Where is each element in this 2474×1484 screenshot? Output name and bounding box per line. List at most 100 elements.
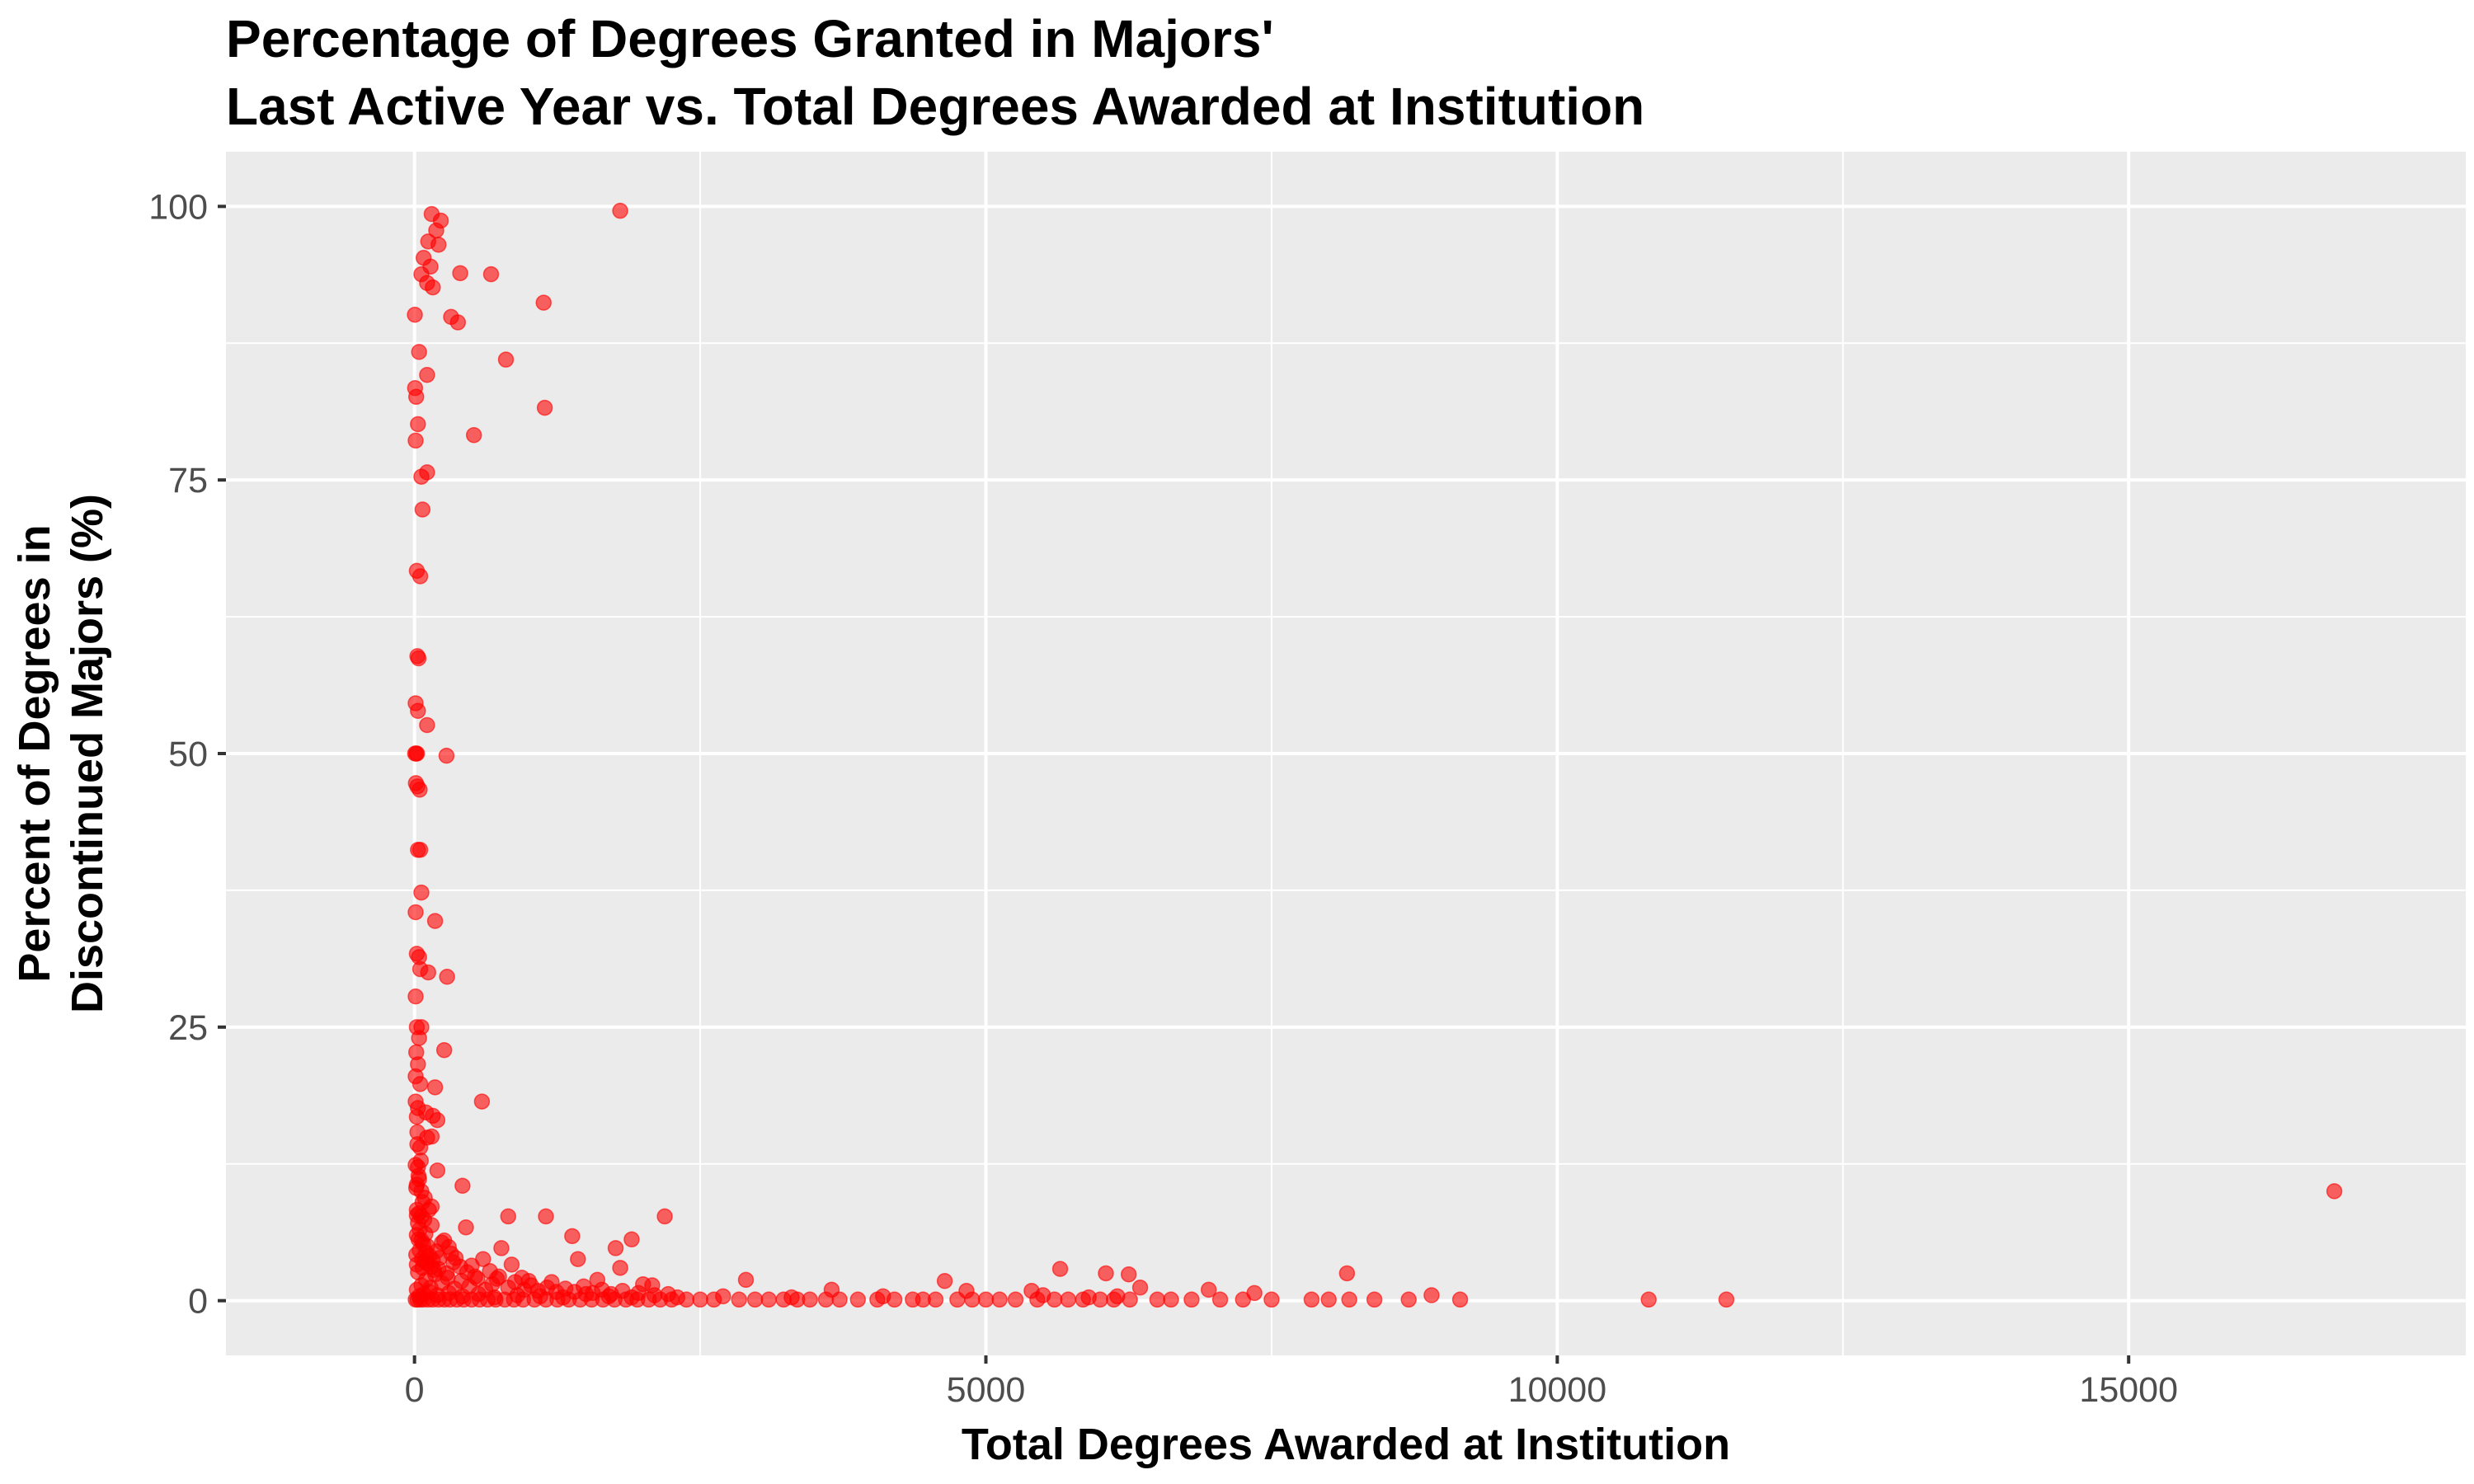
data-point	[407, 388, 425, 406]
y-tick-label: 75	[168, 461, 208, 500]
x-tick-label: 10000	[1508, 1370, 1607, 1410]
data-point	[408, 745, 426, 762]
data-point	[612, 202, 628, 219]
data-point	[817, 1291, 835, 1308]
data-point	[458, 1219, 474, 1236]
data-point	[408, 1108, 426, 1125]
data-point	[612, 1260, 628, 1276]
data-point	[426, 913, 444, 929]
data-point	[1051, 1261, 1069, 1277]
y-tick-label: 0	[188, 1282, 208, 1322]
data-point	[410, 702, 426, 719]
data-point	[635, 1275, 651, 1293]
data-point	[760, 1291, 777, 1308]
data-point	[435, 1041, 453, 1059]
data-point	[715, 1288, 731, 1305]
data-point	[410, 1231, 427, 1248]
data-point	[465, 427, 482, 444]
data-point	[831, 1291, 848, 1308]
data-point	[1338, 1265, 1356, 1282]
data-point	[412, 842, 429, 858]
data-point	[783, 1289, 800, 1306]
data-point	[1098, 1265, 1114, 1282]
data-point	[407, 432, 424, 449]
data-point	[454, 1177, 471, 1195]
data-point	[1341, 1291, 1357, 1308]
data-point	[1120, 1266, 1137, 1283]
data-point	[503, 1256, 520, 1273]
data-point	[1366, 1291, 1383, 1308]
data-point	[407, 988, 424, 1005]
data-point	[500, 1208, 517, 1225]
data-point	[430, 237, 447, 253]
data-point	[1718, 1291, 1735, 1308]
data-point	[411, 344, 427, 360]
data-point	[412, 568, 429, 585]
data-point	[1131, 1279, 1149, 1296]
data-point	[564, 1228, 581, 1245]
data-point	[607, 1240, 624, 1256]
data-point	[1320, 1291, 1337, 1308]
data-point	[1149, 1291, 1166, 1308]
data-point	[1163, 1291, 1179, 1308]
data-point	[1263, 1291, 1280, 1308]
data-point	[426, 1079, 444, 1096]
data-point	[1183, 1291, 1200, 1308]
data-point	[520, 1272, 537, 1289]
data-point	[1211, 1291, 1229, 1308]
y-tick-label: 100	[148, 187, 208, 227]
data-point	[473, 1093, 491, 1110]
data-point	[875, 1288, 891, 1305]
data-point	[1400, 1291, 1417, 1308]
chart-title-line-1: Percentage of Degrees Granted in Majors'	[226, 9, 1274, 68]
data-point	[660, 1285, 677, 1303]
data-point	[413, 468, 430, 485]
data-point	[447, 1250, 464, 1266]
data-point	[692, 1291, 708, 1308]
data-point	[438, 747, 455, 764]
data-point	[656, 1208, 673, 1225]
data-point	[2326, 1183, 2343, 1200]
data-point	[1423, 1287, 1440, 1303]
data-point	[977, 1291, 995, 1308]
data-point	[413, 884, 430, 901]
data-point	[408, 1207, 426, 1223]
data-point	[412, 1076, 429, 1092]
data-point	[420, 964, 437, 981]
data-point	[430, 1261, 447, 1277]
data-point	[570, 1251, 586, 1267]
data-point	[746, 1291, 764, 1308]
y-tick-label: 50	[168, 735, 208, 774]
data-point	[849, 1291, 867, 1308]
data-point	[409, 1136, 426, 1153]
data-point	[991, 1291, 1008, 1308]
data-point	[449, 314, 467, 331]
data-point	[410, 650, 427, 667]
data-point	[425, 279, 441, 296]
data-point	[411, 1030, 427, 1046]
data-point	[538, 1208, 554, 1225]
data-point	[949, 1291, 966, 1308]
data-point	[410, 416, 426, 433]
data-point	[412, 782, 428, 798]
chart-title-line-2: Last Active Year vs. Total Degrees Award…	[226, 77, 1645, 136]
data-point	[497, 351, 515, 368]
data-point	[482, 265, 500, 283]
data-point	[1035, 1287, 1051, 1303]
x-axis-title: Total Degrees Awarded at Institution	[962, 1420, 1730, 1469]
data-point	[429, 1162, 446, 1179]
data-point	[936, 1272, 953, 1289]
data-point	[1235, 1291, 1252, 1308]
data-point	[419, 367, 435, 383]
data-point	[1080, 1289, 1097, 1306]
data-point	[543, 1274, 560, 1290]
data-point	[452, 265, 468, 282]
data-point	[1060, 1291, 1077, 1308]
data-point	[964, 1291, 981, 1308]
data-point	[1451, 1291, 1469, 1308]
data-point	[414, 501, 431, 518]
x-tick-label: 5000	[947, 1370, 1026, 1410]
data-point	[493, 1240, 510, 1256]
x-tick-label: 0	[405, 1370, 425, 1410]
